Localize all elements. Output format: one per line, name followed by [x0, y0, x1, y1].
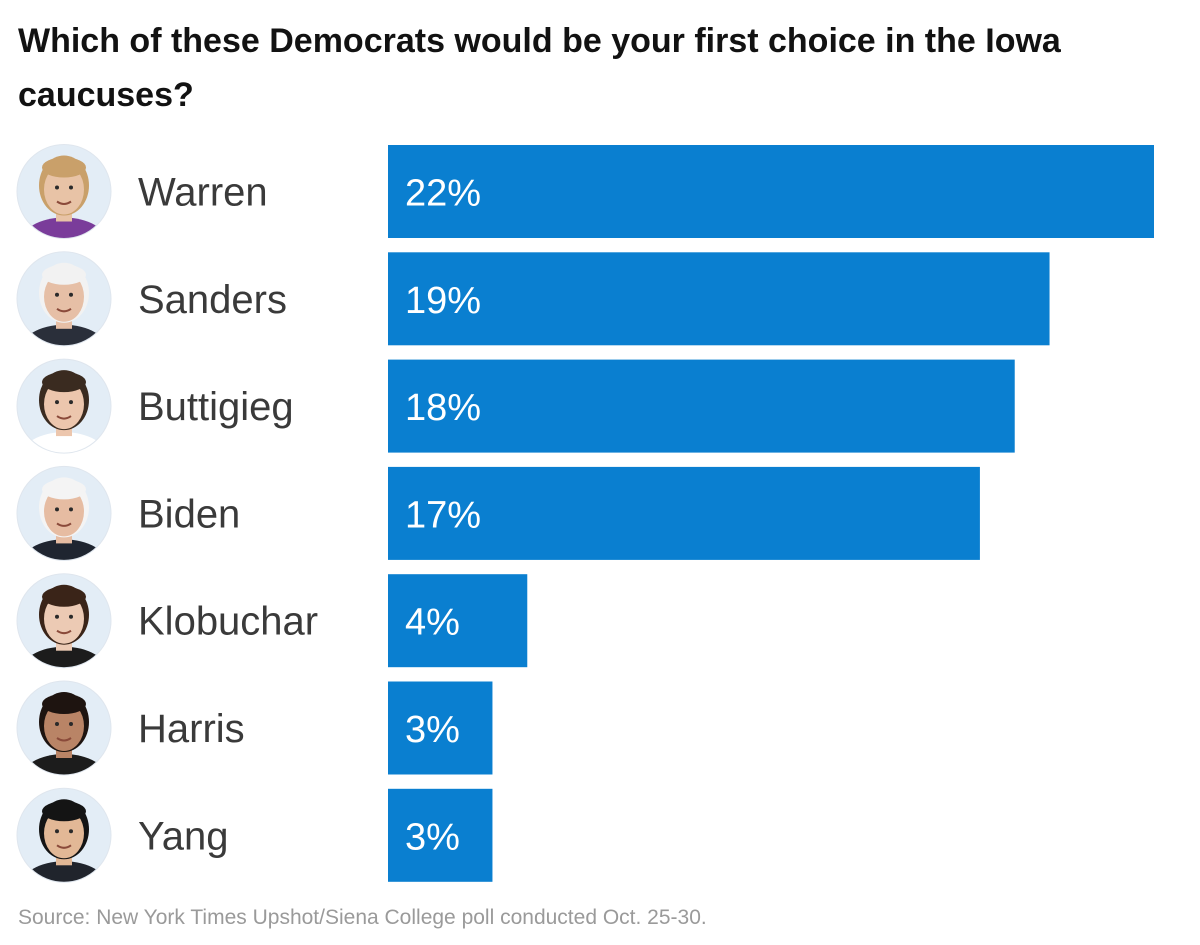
- bar-buttigieg: [388, 359, 1015, 453]
- buttigieg-portrait-icon: [16, 358, 112, 454]
- chart-title: Which of these Democrats would be your f…: [18, 22, 1061, 114]
- sanders-portrait-icon: [16, 251, 112, 347]
- candidate-name-warren: Warren: [138, 171, 268, 215]
- value-label-harris: 3%: [405, 709, 460, 751]
- value-label-biden: 17%: [405, 494, 481, 536]
- biden-portrait-icon: [16, 465, 112, 561]
- value-label-yang: 3%: [405, 816, 460, 858]
- bar-harris: [388, 681, 493, 775]
- value-label-buttigieg: 18%: [405, 387, 481, 429]
- klobuchar-portrait-icon: [16, 573, 112, 669]
- candidate-name-harris: Harris: [138, 707, 245, 751]
- bar-sanders: [388, 252, 1050, 346]
- candidate-name-yang: Yang: [138, 814, 228, 858]
- bar-yang: [388, 788, 493, 882]
- harris-portrait-icon: [16, 680, 112, 776]
- bar-biden: [388, 466, 980, 560]
- value-labels: 22% 19% 18% 17% 4% 3% 3%: [405, 173, 481, 859]
- bars-layer: [388, 145, 1154, 882]
- candidate-name-sanders: Sanders: [138, 278, 287, 322]
- value-label-warren: 22%: [405, 173, 481, 215]
- value-label-sanders: 19%: [405, 280, 481, 322]
- bar-klobuchar: [388, 574, 528, 668]
- candidate-name-klobuchar: Klobuchar: [138, 600, 318, 644]
- candidate-names: Warren Sanders Buttigieg Biden Klobuchar Harr…: [138, 171, 318, 859]
- bar-warren: [388, 145, 1154, 238]
- candidate-name-biden: Biden: [138, 492, 240, 536]
- candidate-name-buttigieg: Buttigieg: [138, 385, 294, 429]
- source-note: Source: New York Times Upshot/Siena Coll…: [18, 906, 707, 929]
- avatars-layer: [16, 144, 112, 883]
- warren-portrait-icon: [16, 144, 112, 239]
- value-label-klobuchar: 4%: [405, 602, 460, 644]
- yang-portrait-icon: [16, 787, 112, 883]
